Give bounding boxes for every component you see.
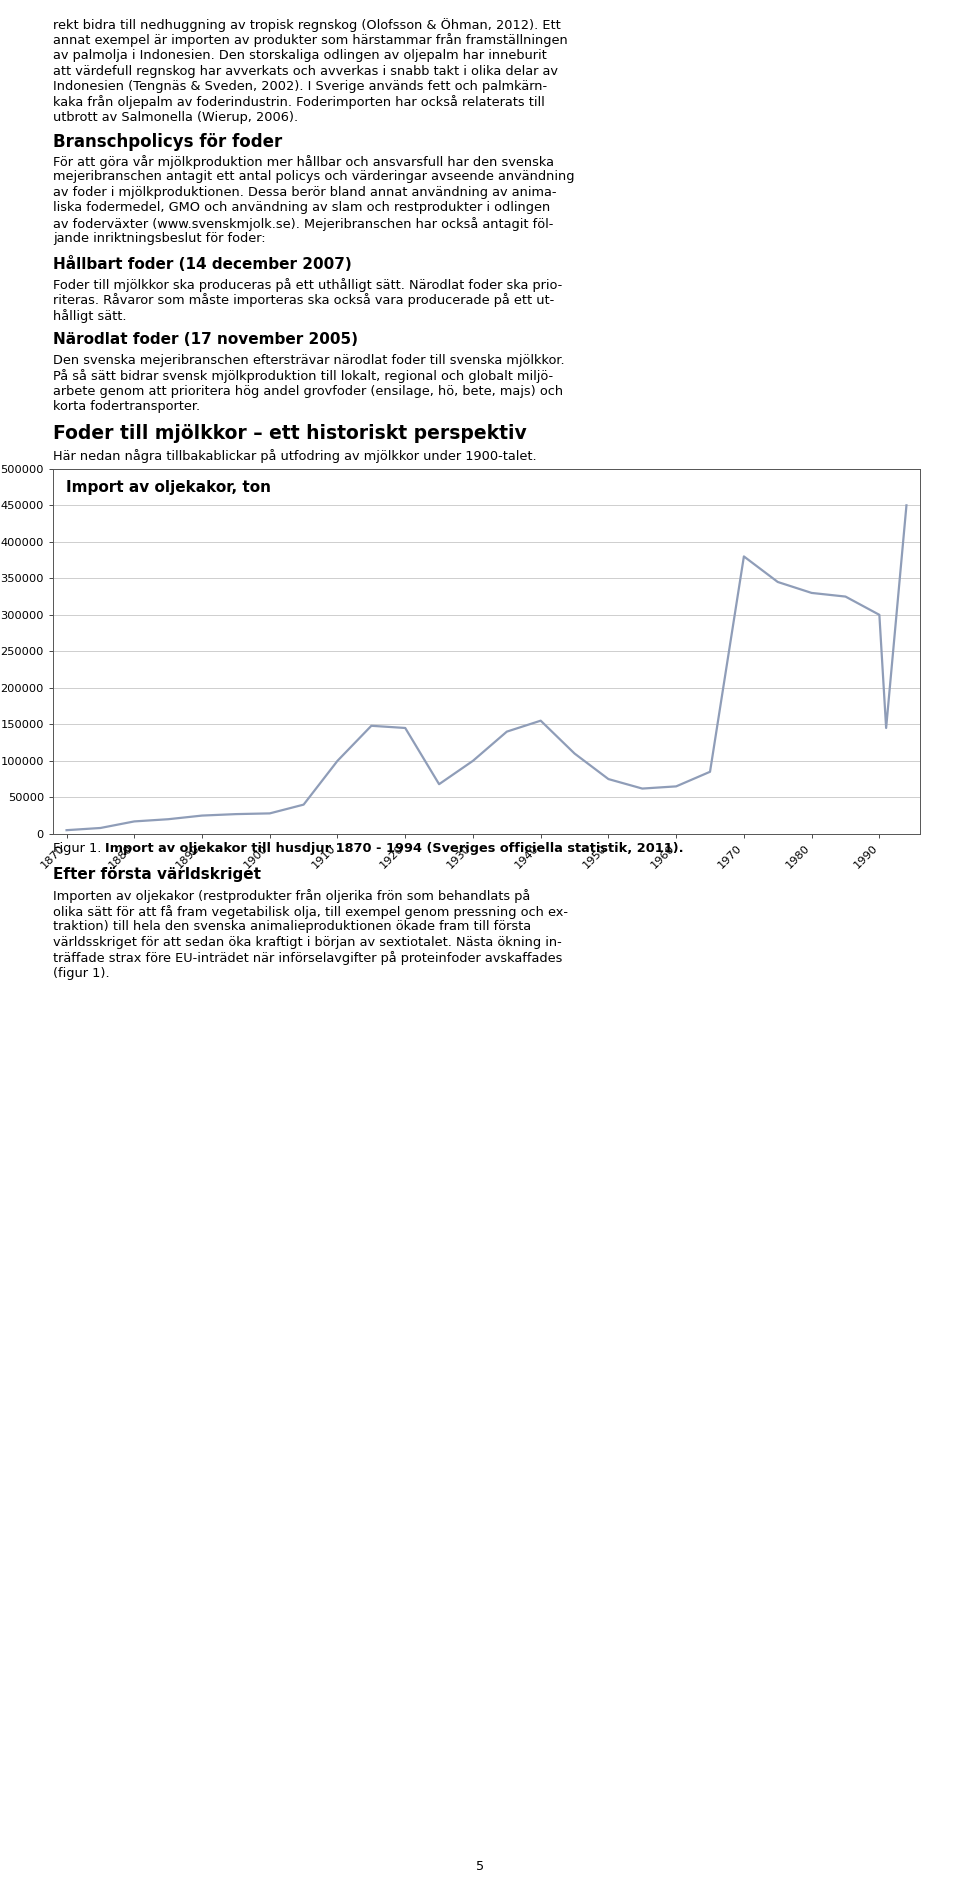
Text: olika sätt för att få fram vegetabilisk olja, till exempel genom pressning och e: olika sätt för att få fram vegetabilisk … [53,905,568,918]
Text: 5: 5 [476,1860,484,1874]
Text: Foder till mjölkkor – ett historiskt perspektiv: Foder till mjölkkor – ett historiskt per… [53,424,527,443]
Text: mejeribranschen antagit ett antal policys och värderingar avseende användning: mejeribranschen antagit ett antal policy… [53,170,574,183]
Text: världsskriget för att sedan öka kraftigt i början av sextiotalet. Nästa ökning i: världsskriget för att sedan öka kraftigt… [53,935,562,948]
Text: Foder till mjölkkor ska produceras på ett uthålligt sätt. Närodlat foder ska pri: Foder till mjölkkor ska produceras på et… [53,277,563,292]
Text: traktion) till hela den svenska animalieproduktionen ökade fram till första: traktion) till hela den svenska animalie… [53,920,531,933]
Text: Efter första världskriget: Efter första världskriget [53,867,261,882]
Text: Importen av oljekakor (restprodukter från oljerika frön som behandlats på: Importen av oljekakor (restprodukter frå… [53,890,530,903]
Text: träffade strax före EU-inträdet när införselavgifter på proteinfoder avskaffades: träffade strax före EU-inträdet när infö… [53,952,563,965]
Text: Den svenska mejeribranschen eftersträvar närodlat foder till svenska mjölkkor.: Den svenska mejeribranschen eftersträvar… [53,354,564,368]
Text: För att göra vår mjölkproduktion mer hållbar och ansvarsfull har den svenska: För att göra vår mjölkproduktion mer hål… [53,155,554,170]
Text: av foder i mjölkproduktionen. Dessa berör bland annat användning av anima-: av foder i mjölkproduktionen. Dessa berö… [53,187,557,200]
Text: hålligt sätt.: hålligt sätt. [53,309,127,322]
Text: att värdefull regnskog har avverkats och avverkas i snabb takt i olika delar av: att värdefull regnskog har avverkats och… [53,64,558,77]
Text: av palmolja i Indonesien. Den storskaliga odlingen av oljepalm har inneburit: av palmolja i Indonesien. Den storskalig… [53,49,547,62]
Text: jande inriktningsbeslut för foder:: jande inriktningsbeslut för foder: [53,232,266,245]
Text: På så sätt bidrar svensk mjölkproduktion till lokalt, regional och globalt miljö: På så sätt bidrar svensk mjölkproduktion… [53,369,553,383]
Text: Figur 1.: Figur 1. [53,843,106,854]
Text: (figur 1).: (figur 1). [53,967,109,980]
Text: Hållbart foder (14 december 2007): Hållbart foder (14 december 2007) [53,256,351,271]
Text: kaka från oljepalm av foderindustrin. Foderimporten har också relaterats till: kaka från oljepalm av foderindustrin. Fo… [53,96,544,109]
Text: rekt bidra till nedhuggning av tropisk regnskog (Olofsson & Öhman, 2012). Ett: rekt bidra till nedhuggning av tropisk r… [53,19,561,32]
Text: av foderväxter (www.svenskmjolk.se). Mejeribranschen har också antagit föl-: av foderväxter (www.svenskmjolk.se). Mej… [53,217,553,232]
Text: liska fodermedel, GMO och användning av slam och restprodukter i odlingen: liska fodermedel, GMO och användning av … [53,202,550,215]
Text: Branschpolicys för foder: Branschpolicys för foder [53,132,282,151]
Text: Indonesien (Tengnäs & Sveden, 2002). I Sverige används fett och palmkärn-: Indonesien (Tengnäs & Sveden, 2002). I S… [53,79,547,92]
Text: annat exempel är importen av produkter som härstammar från framställningen: annat exempel är importen av produkter s… [53,34,567,47]
Text: Import av oljekakor, ton: Import av oljekakor, ton [66,481,271,494]
Text: utbrott av Salmonella (Wierup, 2006).: utbrott av Salmonella (Wierup, 2006). [53,111,299,124]
Text: Här nedan några tillbakablickar på utfodring av mjölkkor under 1900-talet.: Här nedan några tillbakablickar på utfod… [53,449,537,462]
Text: Import av oljekakor till husdjur 1870 - 1994 (Sveriges officiella statistik, 201: Import av oljekakor till husdjur 1870 - … [105,843,684,854]
Text: riteras. Råvaror som måste importeras ska också vara producerade på ett ut-: riteras. Råvaror som måste importeras sk… [53,294,554,307]
Text: Närodlat foder (17 november 2005): Närodlat foder (17 november 2005) [53,332,358,347]
Text: arbete genom att prioritera hög andel grovfoder (ensilage, hö, bete, majs) och: arbete genom att prioritera hög andel gr… [53,385,564,398]
Text: korta fodertransporter.: korta fodertransporter. [53,400,200,413]
